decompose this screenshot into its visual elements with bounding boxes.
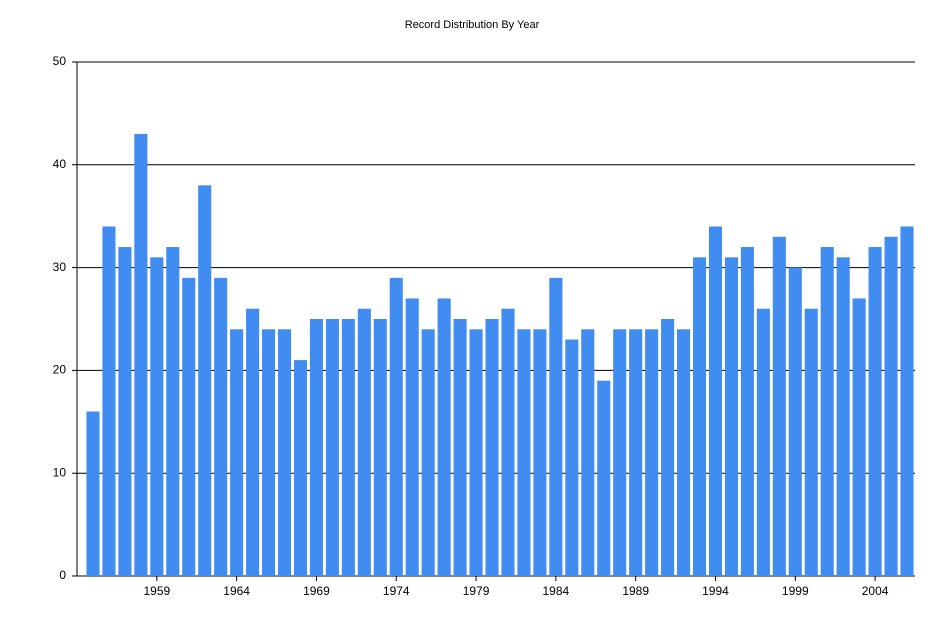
x-tick-label: 2004 bbox=[862, 584, 889, 598]
bar bbox=[788, 267, 802, 576]
x-tick-label: 1984 bbox=[543, 584, 570, 598]
bar bbox=[565, 339, 579, 576]
y-tick-label: 0 bbox=[59, 568, 66, 582]
bar bbox=[134, 133, 148, 576]
bar bbox=[389, 277, 403, 576]
bar bbox=[868, 247, 882, 577]
x-tick-label: 1969 bbox=[303, 584, 330, 598]
bar bbox=[724, 257, 738, 576]
x-tick-label: 1964 bbox=[223, 584, 250, 598]
y-tick-label: 10 bbox=[53, 465, 67, 479]
bar bbox=[341, 319, 355, 576]
bar bbox=[661, 319, 675, 576]
bar bbox=[900, 226, 914, 577]
bar bbox=[820, 247, 834, 577]
bar bbox=[836, 257, 850, 576]
x-tick-label: 1994 bbox=[702, 584, 729, 598]
bar bbox=[405, 298, 419, 576]
bar bbox=[613, 329, 627, 576]
bar bbox=[517, 329, 531, 576]
bar bbox=[740, 247, 754, 577]
bar bbox=[708, 226, 723, 577]
bar bbox=[102, 226, 116, 577]
bar bbox=[357, 308, 371, 576]
bar bbox=[166, 247, 180, 577]
bar bbox=[533, 329, 547, 576]
bar bbox=[214, 277, 228, 576]
bar bbox=[246, 308, 260, 576]
x-tick-label: 1999 bbox=[782, 584, 809, 598]
bar bbox=[692, 257, 707, 576]
bar bbox=[884, 236, 898, 576]
x-tick-label: 1979 bbox=[463, 584, 490, 598]
bar bbox=[421, 329, 435, 576]
y-tick-label: 30 bbox=[53, 260, 67, 274]
bar bbox=[629, 329, 643, 576]
bar bbox=[581, 329, 595, 576]
bar bbox=[150, 257, 164, 576]
bar bbox=[485, 319, 499, 576]
bar bbox=[293, 360, 308, 576]
x-tick-label: 1959 bbox=[143, 584, 170, 598]
bar bbox=[469, 329, 483, 576]
bar bbox=[804, 308, 818, 576]
bar bbox=[86, 411, 100, 576]
bar bbox=[501, 308, 515, 576]
bar bbox=[549, 277, 563, 576]
y-tick-label: 40 bbox=[53, 157, 67, 171]
bar bbox=[325, 319, 339, 576]
bar bbox=[309, 319, 323, 576]
bar bbox=[852, 298, 866, 576]
bar bbox=[198, 185, 212, 577]
y-tick-label: 20 bbox=[53, 363, 67, 377]
bar bbox=[756, 308, 770, 576]
bar bbox=[262, 329, 276, 576]
bar bbox=[118, 247, 132, 577]
bar bbox=[645, 329, 659, 576]
bar bbox=[373, 319, 387, 576]
x-tick-label: 1989 bbox=[622, 584, 649, 598]
bar bbox=[772, 236, 786, 576]
bar bbox=[677, 329, 691, 576]
bar bbox=[453, 319, 467, 576]
bar bbox=[182, 277, 196, 576]
bar bbox=[597, 380, 611, 576]
y-tick-label: 50 bbox=[53, 54, 67, 68]
bar bbox=[230, 329, 244, 576]
bar bbox=[277, 329, 292, 576]
chart-title: Record Distribution By Year bbox=[405, 19, 540, 31]
bar bbox=[437, 298, 451, 576]
x-tick-label: 1974 bbox=[383, 584, 410, 598]
